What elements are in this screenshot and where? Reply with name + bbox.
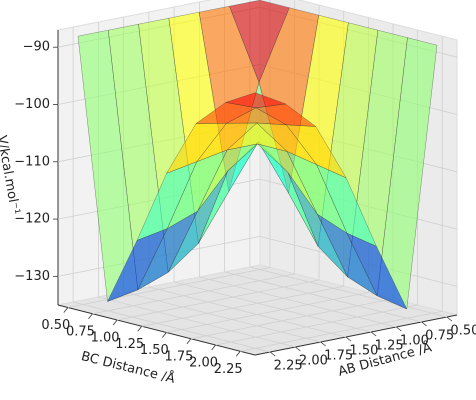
z-tick-label: −100 xyxy=(14,97,50,112)
z-tick-label: −120 xyxy=(14,212,50,227)
tick-mark xyxy=(235,351,241,357)
tick-mark xyxy=(345,336,352,342)
tick-mark xyxy=(396,326,402,332)
y-tick-label: 0.75 xyxy=(425,329,454,344)
z-tick-label: −90 xyxy=(23,40,50,55)
tick-mark xyxy=(320,341,326,347)
tick-mark xyxy=(370,331,377,337)
x-tick-label: 1.25 xyxy=(115,337,144,352)
tick-mark xyxy=(63,307,69,313)
y-tick-label: 1.00 xyxy=(400,334,429,349)
labels: −90−100−110−120−1300.500.751.001.251.501… xyxy=(14,40,476,377)
x-axis-line xyxy=(57,304,256,356)
tick-mark xyxy=(186,338,192,344)
tick-mark xyxy=(421,321,427,327)
tick-mark xyxy=(112,319,118,326)
tick-mark xyxy=(88,313,93,319)
tick-mark xyxy=(211,344,216,351)
x-tick-label: 1.00 xyxy=(91,331,120,346)
x-tick-label: 2.25 xyxy=(214,362,243,377)
surface xyxy=(77,0,438,310)
y-tick-label: 2.25 xyxy=(274,359,303,374)
x-tick-label: 1.50 xyxy=(140,343,169,358)
z-tick-label: −130 xyxy=(14,269,50,284)
y-tick-label: 1.50 xyxy=(349,344,378,359)
y-tick-label: 2.00 xyxy=(299,354,328,369)
y-tick-label: 0.50 xyxy=(450,324,476,339)
x-tick-label: 0.50 xyxy=(41,318,70,333)
surface-patch xyxy=(225,92,286,109)
tick-mark xyxy=(162,332,167,338)
z-tick-label: −110 xyxy=(14,154,50,169)
z-axis-label: V/kcal.mol⁻¹ xyxy=(0,134,22,215)
grid-line xyxy=(240,36,443,352)
tick-mark xyxy=(446,316,453,322)
y-tick-label: 1.25 xyxy=(375,339,404,354)
tick-mark xyxy=(269,351,276,357)
x-tick-label: 2.00 xyxy=(189,356,218,371)
y-tick-label: 1.75 xyxy=(324,349,353,364)
tick-mark xyxy=(295,346,301,352)
x-tick-label: 0.75 xyxy=(66,324,95,339)
tick-mark xyxy=(137,326,143,332)
x-tick-label: 1.75 xyxy=(164,349,193,364)
grid-line xyxy=(72,27,271,353)
y-axis-line xyxy=(254,314,458,356)
